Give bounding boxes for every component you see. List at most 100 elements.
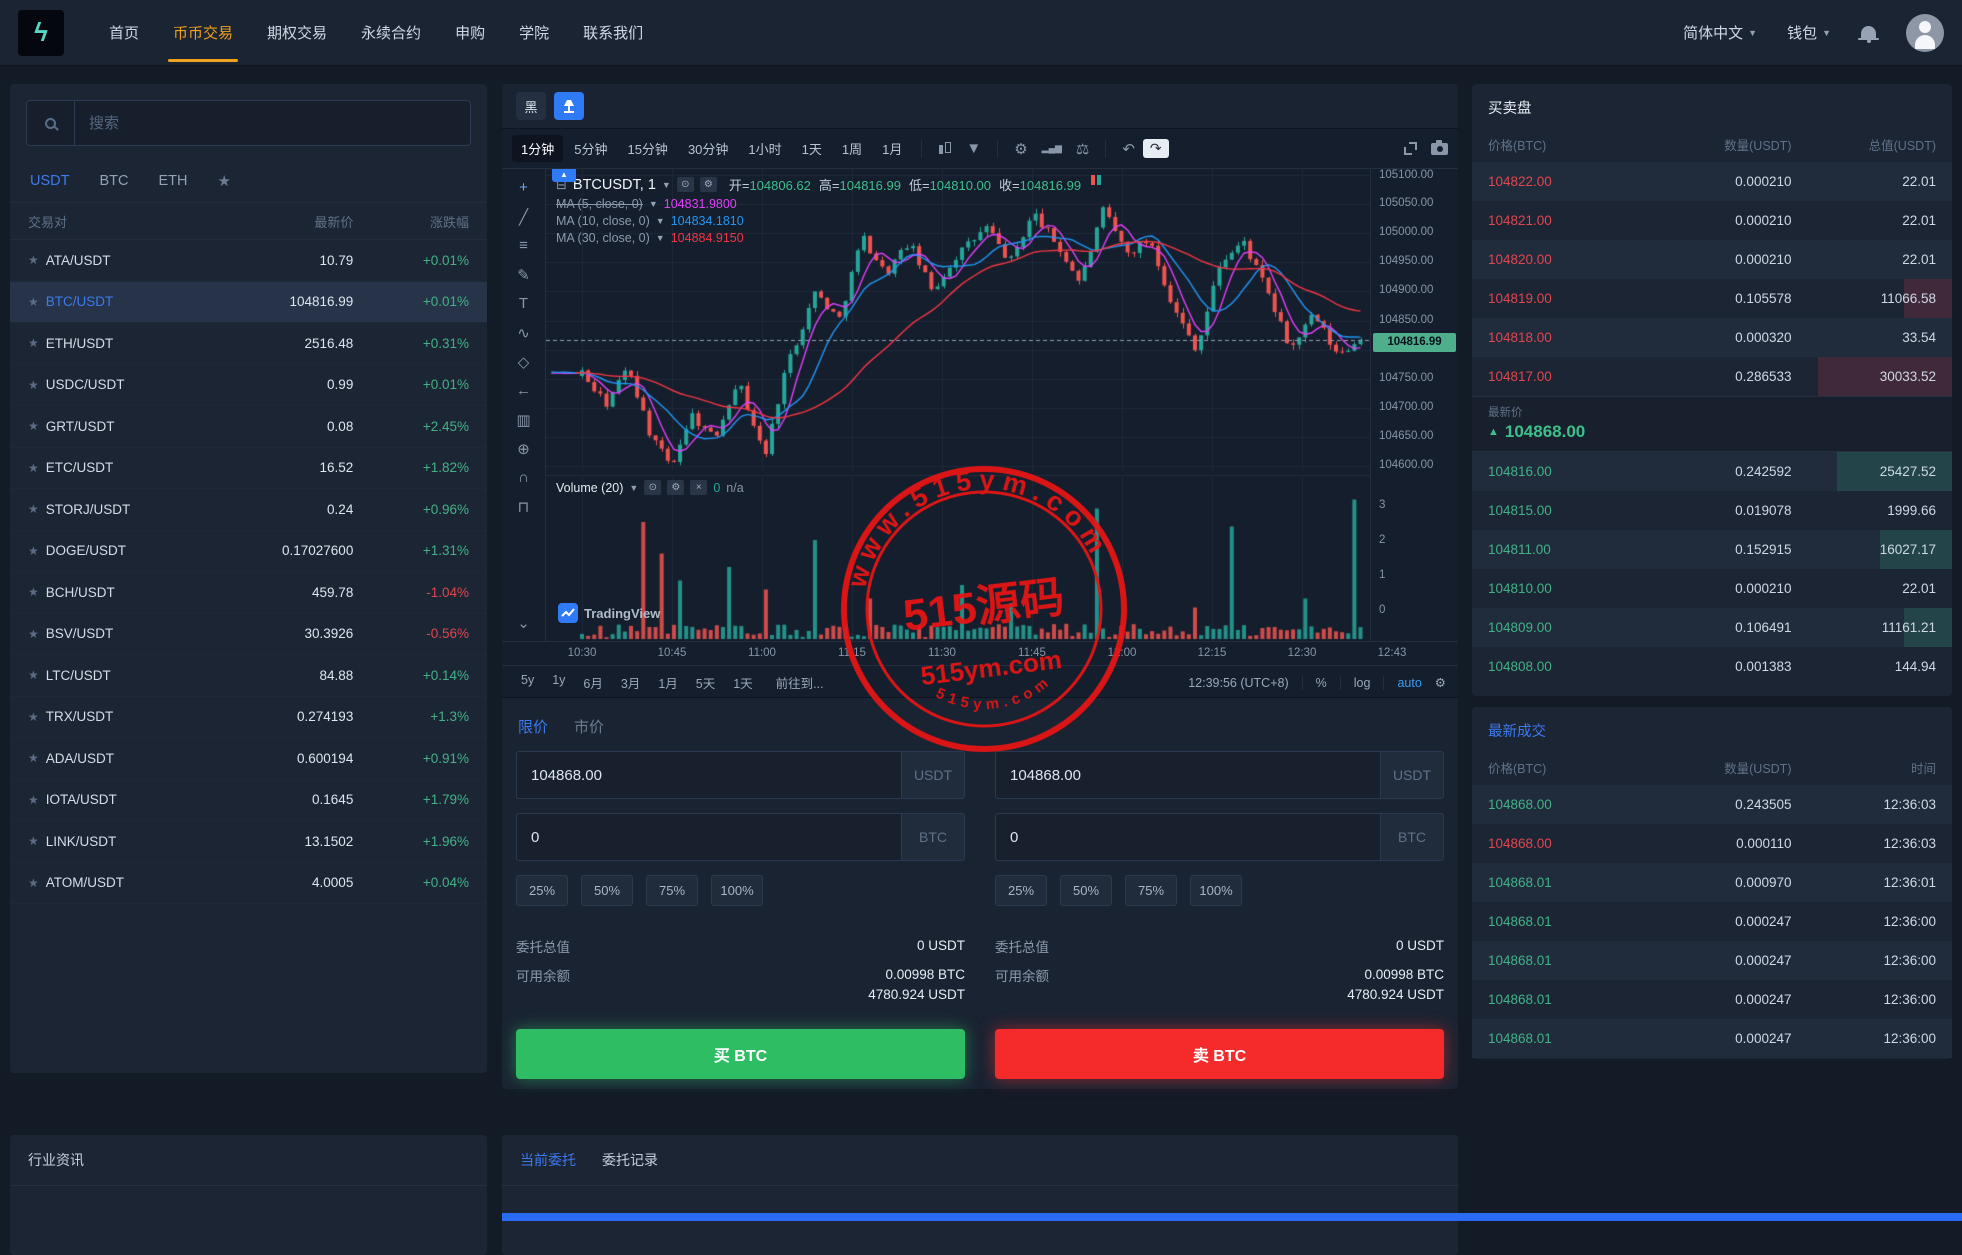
- zoom-tool[interactable]: ⊕: [517, 440, 530, 458]
- legend-settings-icon[interactable]: ⚙: [699, 177, 717, 192]
- ask-row[interactable]: 104821.00 0.000210 22.01: [1472, 201, 1952, 240]
- indicators-button[interactable]: ▂▄▆: [1041, 143, 1062, 153]
- price-axis[interactable]: 104816.99 105100.00 105050.00 105000.00 104…: [1370, 169, 1458, 641]
- undo-button[interactable]: ↶: [1122, 140, 1135, 158]
- sell-percent-75[interactable]: 75%: [1125, 875, 1177, 906]
- sell-price-input[interactable]: [995, 751, 1380, 799]
- ask-row[interactable]: 104818.00 0.000320 33.54: [1472, 318, 1952, 357]
- sell-percent-100[interactable]: 100%: [1190, 875, 1242, 906]
- tab-limit-order[interactable]: 限价: [518, 719, 549, 736]
- volume-close-icon[interactable]: ×: [690, 480, 708, 495]
- timeframe-15分钟[interactable]: 15分钟: [627, 142, 668, 157]
- chevron-down-icon[interactable]: ▼: [629, 482, 639, 493]
- search-input[interactable]: [75, 114, 470, 132]
- volume-eye-icon[interactable]: ⊙: [644, 480, 662, 495]
- favorite-star-icon[interactable]: ★: [28, 834, 39, 849]
- text-tool[interactable]: T: [518, 295, 529, 312]
- fib-tool[interactable]: ≡: [519, 237, 528, 254]
- range-5天[interactable]: 5天: [695, 677, 716, 691]
- range-1天[interactable]: 1天: [733, 677, 753, 691]
- watchlist-row[interactable]: ★ GRT/USDT 0.08 +2.45%: [10, 406, 487, 448]
- ask-row[interactable]: 104819.00 0.105578 11066.58: [1472, 279, 1952, 318]
- timeframe-1分钟[interactable]: 1分钟: [512, 135, 564, 162]
- range-6月[interactable]: 6月: [583, 677, 603, 691]
- legend-eye-icon[interactable]: ⊙: [676, 177, 694, 192]
- ask-row[interactable]: 104817.00 0.286533 30033.52: [1472, 357, 1952, 396]
- percent-scale-button[interactable]: %: [1315, 675, 1327, 690]
- favorite-star-icon[interactable]: ★: [28, 792, 39, 807]
- timeframe-1天[interactable]: 1天: [801, 142, 822, 157]
- trade-row[interactable]: 104868.01 0.000247 12:36:00: [1472, 902, 1952, 941]
- user-avatar[interactable]: [1906, 13, 1944, 52]
- candle-style-button[interactable]: [932, 141, 958, 157]
- nav-item-1[interactable]: 币币交易: [156, 0, 250, 65]
- watchlist-tab-2[interactable]: ETH: [158, 173, 188, 189]
- timeframe-30分钟[interactable]: 30分钟: [687, 142, 729, 157]
- compare-button[interactable]: ⚖: [1075, 140, 1090, 158]
- range-1月[interactable]: 1月: [658, 677, 678, 691]
- tab-current-orders[interactable]: 当前委托: [520, 1152, 576, 1168]
- buy-percent-25[interactable]: 25%: [516, 875, 568, 906]
- watchlist-row[interactable]: ★ STORJ/USDT 0.24 +0.96%: [10, 489, 487, 531]
- bid-row[interactable]: 104810.00 0.000210 22.01: [1472, 569, 1952, 608]
- log-scale-button[interactable]: log: [1353, 675, 1371, 690]
- buy-button[interactable]: 买 BTC: [516, 1029, 965, 1080]
- favorite-star-icon[interactable]: ★: [28, 419, 39, 434]
- sell-percent-50[interactable]: 50%: [1060, 875, 1112, 906]
- watchlist-row[interactable]: ★ BTC/USDT 104816.99 +0.01%: [10, 281, 487, 323]
- time-axis[interactable]: 10:30 10:45 11:00 11:15 11:30 11:45 12:00 12:15…: [502, 641, 1458, 665]
- goto-date-button[interactable]: 前往到...: [775, 677, 824, 691]
- favorite-star-icon[interactable]: ★: [28, 709, 39, 724]
- auto-scale-button[interactable]: auto: [1397, 675, 1422, 690]
- watchlist-tab-1[interactable]: BTC: [99, 173, 129, 189]
- watchlist-row[interactable]: ★ ETH/USDT 2516.48 +0.31%: [10, 323, 487, 365]
- axis-settings-icon[interactable]: ⚙: [1434, 676, 1446, 690]
- trade-row[interactable]: 104868.01 0.000247 12:36:00: [1472, 941, 1952, 980]
- favorite-star-icon[interactable]: ★: [28, 460, 39, 475]
- nav-item-0[interactable]: 首页: [109, 25, 140, 42]
- ask-row[interactable]: 104822.00 0.000210 22.01: [1472, 162, 1952, 201]
- trade-row[interactable]: 104868.01 0.000247 12:36:00: [1472, 1019, 1952, 1058]
- chevron-down-icon[interactable]: ▼: [655, 233, 665, 243]
- theme-dark-button[interactable]: 黑: [516, 92, 546, 120]
- chevron-down-icon[interactable]: ▼: [661, 179, 671, 190]
- screenshot-camera-icon[interactable]: [1431, 139, 1448, 155]
- magnet-tool[interactable]: ∩: [518, 469, 529, 486]
- nav-item-5[interactable]: 学院: [519, 25, 550, 42]
- buy-price-input[interactable]: [516, 751, 901, 799]
- timeframe-1周[interactable]: 1周: [841, 142, 863, 157]
- favorite-star-icon[interactable]: ★: [28, 668, 39, 683]
- pattern-tool[interactable]: ∿: [517, 324, 530, 342]
- buy-percent-100[interactable]: 100%: [711, 875, 763, 906]
- sell-amount-input[interactable]: [995, 813, 1380, 861]
- watchlist-row[interactable]: ★ USDC/USDT 0.99 +0.01%: [10, 365, 487, 406]
- favorite-star-icon[interactable]: ★: [28, 751, 39, 766]
- prediction-tool[interactable]: ◇: [517, 353, 530, 371]
- legend-collapse-icon[interactable]: ⊟: [556, 176, 567, 192]
- sell-percent-25[interactable]: 25%: [995, 875, 1047, 906]
- chevron-down-icon[interactable]: ▼: [655, 216, 665, 226]
- toolbar-collapse-tab[interactable]: ▲: [552, 169, 576, 182]
- lock-tool[interactable]: ⊓: [517, 498, 530, 516]
- watchlist-row[interactable]: ★ TRX/USDT 0.274193 +1.3%: [10, 697, 487, 738]
- notifications-bell-icon[interactable]: [1858, 26, 1879, 43]
- bid-row[interactable]: 104811.00 0.152915 16027.17: [1472, 530, 1952, 569]
- arrow-tool[interactable]: ←: [516, 382, 531, 399]
- range-1y[interactable]: 1y: [552, 673, 566, 687]
- watchlist-row[interactable]: ★ DOGE/USDT 0.17027600 +1.31%: [10, 531, 487, 572]
- favorite-star-icon[interactable]: ★: [28, 377, 39, 392]
- favorite-star-icon[interactable]: ★: [28, 585, 39, 600]
- buy-percent-75[interactable]: 75%: [646, 875, 698, 906]
- watchlist-row[interactable]: ★ LINK/USDT 13.1502 +1.96%: [10, 821, 487, 863]
- range-3月[interactable]: 3月: [620, 677, 641, 691]
- bid-row[interactable]: 104808.00 0.001383 144.94: [1472, 647, 1952, 686]
- trade-row[interactable]: 104868.00 0.000110 12:36:03: [1472, 824, 1952, 863]
- nav-item-2[interactable]: 期权交易: [267, 25, 328, 42]
- bid-row[interactable]: 104816.00 0.242592 25427.52: [1472, 452, 1952, 491]
- watchlist-row[interactable]: ★ ATOM/USDT 4.0005 +0.04%: [10, 863, 487, 904]
- watchlist-row[interactable]: ★ ETC/USDT 16.52 +1.82%: [10, 448, 487, 489]
- icons-tool[interactable]: ▥: [516, 411, 531, 429]
- wallet-dropdown[interactable]: 钱包 ▼: [1787, 22, 1831, 43]
- tradingview-attribution[interactable]: TradingView: [558, 603, 660, 623]
- range-5y[interactable]: 5y: [521, 673, 535, 687]
